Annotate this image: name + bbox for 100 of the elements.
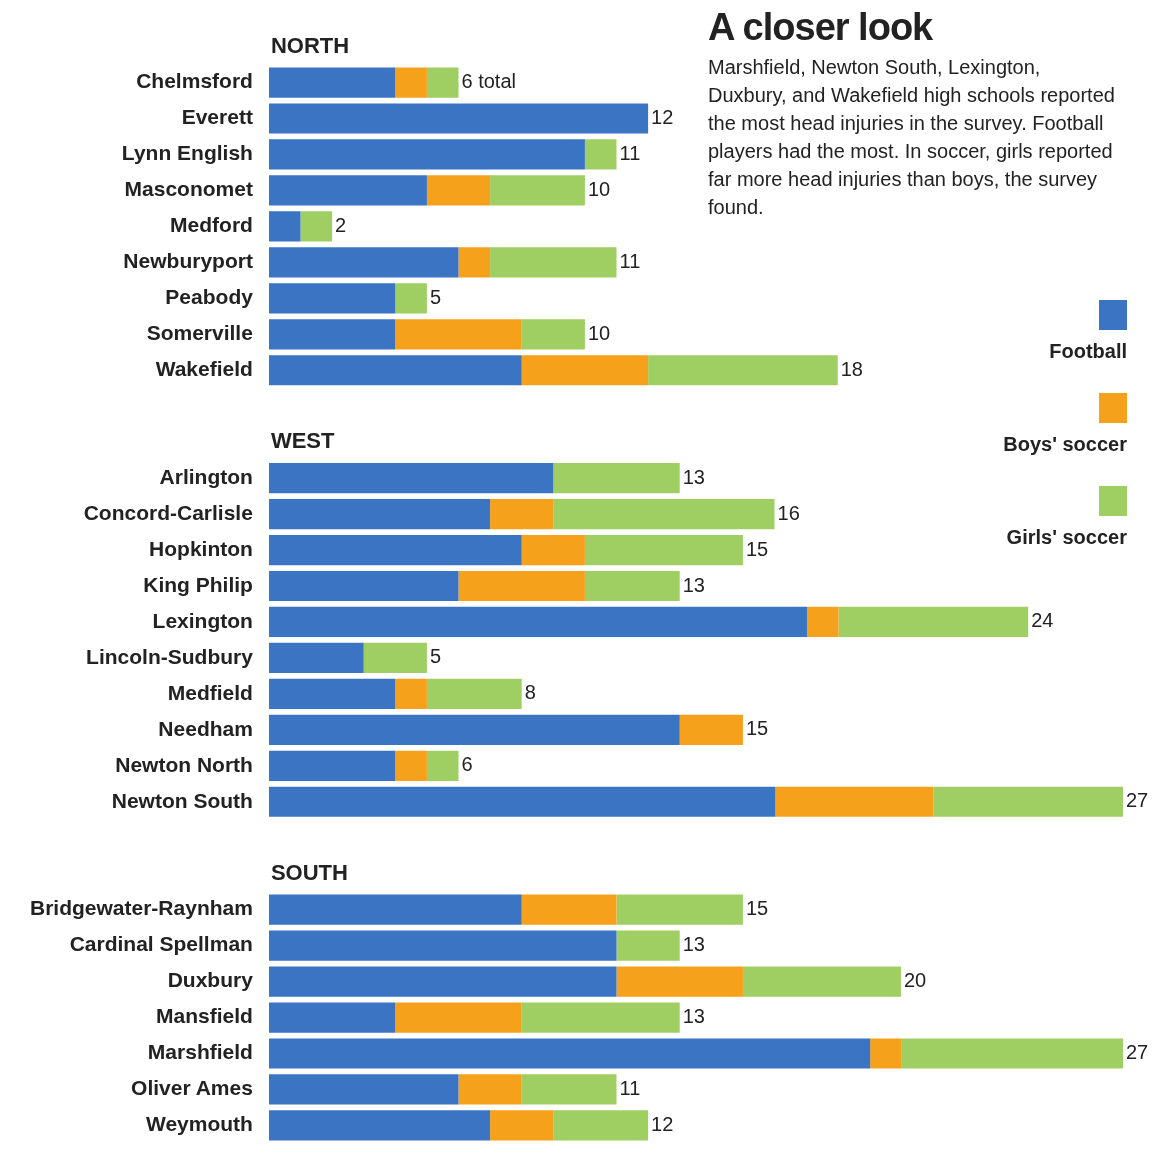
y-tick-label: Marshfield — [147, 1040, 253, 1064]
annotation: 11 — [619, 1076, 641, 1099]
bar — [553, 463, 680, 494]
annotation: 13 — [682, 933, 705, 956]
bar — [806, 606, 839, 638]
bar — [742, 966, 901, 997]
bar — [426, 67, 459, 98]
bar — [268, 642, 364, 674]
bar — [268, 966, 617, 997]
y-tick-label: Mansfield — [156, 1004, 253, 1028]
bar — [584, 534, 743, 566]
bar — [490, 498, 554, 530]
bar — [458, 247, 491, 278]
y-tick-label: Cardinal Spellman — [69, 932, 253, 956]
bar — [268, 139, 585, 170]
bar — [268, 894, 522, 925]
legend-label: Football — [1048, 340, 1127, 363]
bar — [616, 894, 743, 925]
bar — [521, 534, 585, 566]
bar — [458, 570, 585, 602]
y-tick-label: Medfield — [167, 680, 253, 704]
bar — [901, 1038, 1123, 1069]
bar — [775, 786, 934, 817]
bar — [521, 894, 617, 925]
bar — [268, 786, 776, 817]
annotation: 11 — [619, 249, 641, 272]
bar — [268, 1038, 871, 1069]
bar — [584, 570, 680, 602]
y-tick-label: Lexington — [152, 608, 253, 632]
bar — [268, 714, 680, 745]
y-tick-label: Hopkinton — [149, 536, 253, 560]
annotation: 13 — [682, 573, 705, 596]
text: Marshfield, Newton South, Lexington, Duxbury, and Wakefield high schools reported the most head injuries in the survey. Football players had the most. In soccer, girls reported far more head injuries than boys, the survey found. — [708, 55, 1116, 220]
annotation: 24 — [1031, 609, 1054, 632]
y-tick-label: Duxbury — [167, 968, 254, 992]
bar — [490, 175, 585, 206]
annotation: 8 — [524, 681, 536, 704]
bar — [933, 786, 1123, 817]
bar — [268, 175, 427, 206]
bar — [268, 570, 459, 602]
annotation: 5 — [429, 285, 442, 308]
bar — [395, 283, 427, 314]
y-tick-label: Medford — [170, 213, 253, 237]
annotation: 13 — [682, 465, 705, 488]
annotation: 15 — [745, 537, 769, 560]
bar — [268, 247, 459, 278]
bar — [268, 1002, 396, 1033]
bar — [268, 319, 396, 350]
bar — [268, 498, 491, 530]
annotation: 18 — [840, 357, 863, 380]
bar — [553, 1110, 649, 1141]
y-tick-label: Masconomet — [124, 177, 253, 201]
annotation: 6 total — [461, 70, 516, 93]
bar — [268, 463, 554, 494]
y-tick-label: Chelmsford — [136, 69, 253, 93]
y-tick-label: Everett — [181, 105, 253, 129]
bar — [521, 1074, 617, 1105]
y-tick-label: Weymouth — [145, 1112, 253, 1136]
bar — [616, 930, 680, 961]
bar — [300, 211, 333, 242]
y-tick-label: Somerville — [146, 321, 253, 345]
bar — [268, 750, 396, 781]
bar — [584, 139, 617, 170]
bar — [490, 1110, 554, 1141]
bar — [521, 319, 585, 350]
annotation: SOUTH — [270, 859, 348, 885]
bar — [268, 67, 396, 98]
bar — [268, 534, 522, 566]
chart-title: A closer look — [708, 6, 934, 49]
bar — [521, 355, 649, 386]
bar — [426, 175, 491, 206]
annotation: 27 — [1126, 1041, 1149, 1064]
bar — [395, 750, 427, 781]
bar — [395, 678, 427, 709]
y-tick-label: Oliver Ames — [131, 1076, 253, 1100]
y-tick-label: Lynn English — [121, 141, 253, 165]
annotation: 12 — [651, 1112, 674, 1135]
legend-label: Girls' soccer — [1005, 526, 1127, 549]
y-tick-label: Bridgewater-Raynham — [30, 896, 253, 920]
bar — [870, 1038, 902, 1069]
bar — [268, 1110, 491, 1141]
y-tick-label: King Philip — [143, 572, 253, 596]
annotation: 5 — [429, 645, 442, 668]
bar — [679, 714, 743, 745]
annotation: NORTH — [270, 32, 350, 58]
bar — [268, 678, 396, 709]
annotation: 6 — [461, 753, 473, 776]
annotation: 15 — [745, 897, 769, 920]
bar — [268, 211, 301, 242]
y-tick-label: Newton South — [111, 788, 253, 812]
annotation: WEST — [270, 428, 335, 454]
bar — [363, 642, 427, 674]
y-tick-label: Newton North — [115, 752, 253, 776]
bar — [268, 283, 396, 314]
bar — [521, 1002, 680, 1033]
annotation: 10 — [587, 177, 611, 200]
y-tick-label: Newburyport — [123, 249, 253, 273]
annotation: 15 — [745, 717, 769, 740]
bar — [395, 319, 522, 350]
bar — [268, 1074, 459, 1105]
